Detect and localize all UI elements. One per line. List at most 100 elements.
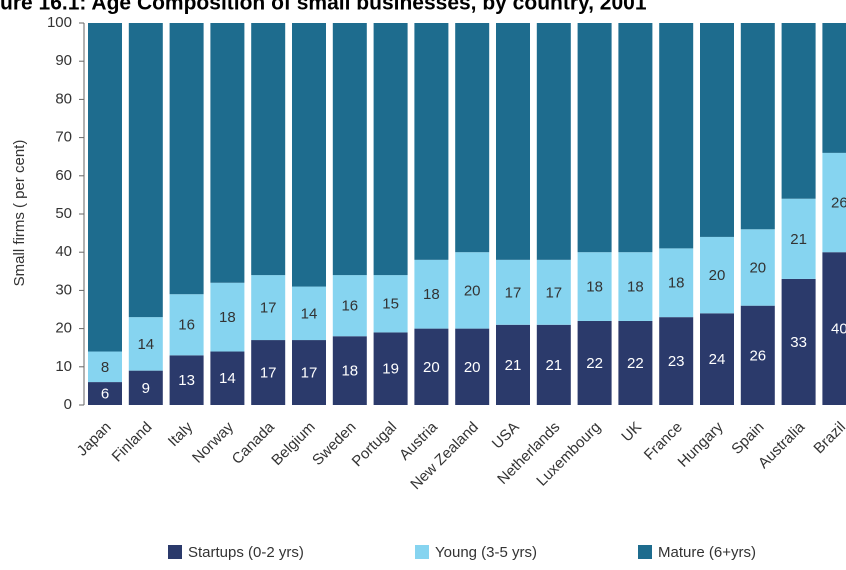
data-label: 17 [545, 284, 562, 301]
y-tick-label: 0 [64, 396, 72, 413]
bar-segment [822, 23, 846, 153]
bar-segment [251, 275, 286, 341]
data-label: 19 [382, 361, 399, 378]
chart-title: ure 16.1: Age Composition of small busin… [0, 0, 647, 15]
bar-segment [618, 252, 653, 321]
bar-segment [373, 275, 408, 333]
data-label: 18 [668, 275, 685, 292]
bar-segment [577, 320, 612, 405]
bar-segment [332, 23, 367, 276]
bar-segment [414, 259, 449, 329]
bar-segment [455, 252, 490, 329]
bar-segment [455, 328, 490, 405]
y-tick-label: 90 [55, 52, 72, 69]
bar-segment [618, 320, 653, 405]
bar-segment [577, 252, 612, 321]
bar-segment [536, 324, 571, 405]
data-label: 18 [219, 309, 236, 326]
bar-segment [251, 23, 286, 276]
legend-swatch [638, 545, 652, 559]
x-tick-label: Belgium [268, 419, 318, 469]
y-tick-label: 70 [55, 129, 72, 146]
x-tick-label: Italy [165, 418, 197, 450]
bar-segment [128, 23, 163, 318]
y-tick-label: 80 [55, 90, 72, 107]
data-label: 13 [178, 372, 195, 389]
bar-segment [496, 324, 530, 405]
x-tick-label: UK [618, 419, 645, 446]
bar-segment [210, 351, 245, 405]
x-tick-label: Portugal [349, 419, 401, 471]
bar-segment [210, 282, 245, 352]
y-tick-label: 100 [47, 14, 72, 31]
y-tick-label: 50 [55, 205, 72, 222]
y-tick-label: 20 [55, 320, 72, 337]
bar-segment [536, 23, 571, 260]
data-label: 6 [101, 386, 109, 403]
bar-segment [659, 23, 694, 249]
data-label: 22 [627, 355, 644, 372]
data-label: 22 [586, 355, 603, 372]
bar-segment [496, 23, 530, 260]
bar-segment [292, 23, 326, 287]
legend-label: Young (3-5 yrs) [435, 544, 537, 561]
data-label: 26 [831, 195, 846, 212]
data-label: 17 [260, 300, 277, 317]
bar-segment [332, 275, 367, 337]
bar-segment [88, 351, 122, 383]
data-label: 14 [137, 336, 154, 353]
y-tick-label: 40 [55, 243, 72, 260]
data-label: 17 [301, 364, 318, 381]
data-label: 15 [382, 296, 399, 313]
bar-segment [373, 23, 408, 276]
data-label: 24 [709, 351, 726, 368]
bar-segment [128, 317, 163, 371]
bar-segment [659, 248, 694, 318]
bar-segment [373, 332, 408, 405]
bar-segment [700, 23, 734, 237]
y-tick-label: 10 [55, 358, 72, 375]
bar-segment [740, 305, 775, 405]
bar-segment [414, 23, 449, 260]
bar-segment [740, 229, 775, 306]
bar-segment [822, 252, 846, 405]
bar-segment [169, 23, 204, 295]
bar-segment [251, 340, 286, 405]
data-label: 20 [749, 259, 766, 276]
bar-segment [128, 370, 163, 405]
data-label: 16 [341, 298, 358, 315]
data-label: 17 [260, 364, 277, 381]
x-tick-label: USA [489, 419, 523, 453]
data-label: 18 [423, 286, 440, 303]
data-label: 33 [790, 334, 807, 351]
bar-segment [781, 278, 816, 405]
bar-segment [536, 259, 571, 325]
bar-segment [88, 23, 122, 352]
x-tick-label: Hungary [675, 418, 727, 470]
x-tick-label: Norway [189, 418, 237, 466]
bar-segment [700, 236, 734, 314]
data-label: 26 [749, 347, 766, 364]
data-label: 14 [301, 305, 318, 322]
bar-segment [455, 23, 490, 253]
bar-segment [292, 340, 326, 405]
legend-swatch [415, 545, 429, 559]
data-label: 17 [505, 284, 522, 301]
bar-segment [781, 23, 816, 199]
data-label: 21 [505, 357, 522, 374]
legend-label: Mature (6+yrs) [658, 544, 756, 561]
data-label: 40 [831, 321, 846, 338]
data-label: 14 [219, 370, 236, 387]
y-tick-label: 30 [55, 281, 72, 298]
bar-segment [169, 355, 204, 405]
data-label: 23 [668, 353, 685, 370]
data-label: 21 [790, 231, 807, 248]
bar-segment [740, 23, 775, 230]
y-axis-label: Small firms ( per cent) [11, 140, 28, 287]
data-label: 18 [341, 363, 358, 380]
bar-segment [414, 328, 449, 405]
data-label: 20 [464, 282, 481, 299]
x-tick-label: Brazil [810, 419, 846, 458]
bar-segment [781, 198, 816, 279]
